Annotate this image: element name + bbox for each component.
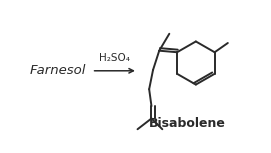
Text: Bisabolene: Bisabolene [149, 117, 226, 130]
Text: H₂SO₄: H₂SO₄ [99, 52, 130, 63]
Text: Farnesol: Farnesol [30, 64, 86, 77]
